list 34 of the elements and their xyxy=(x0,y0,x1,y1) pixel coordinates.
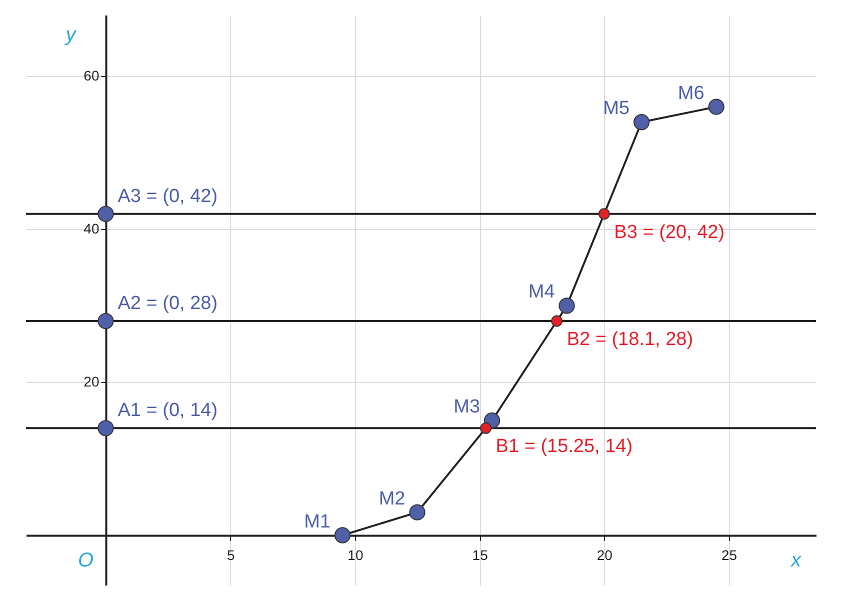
point xyxy=(633,114,650,130)
point xyxy=(98,206,114,222)
point xyxy=(558,298,575,314)
point xyxy=(334,527,351,544)
x-tick-label: 20 xyxy=(596,546,613,563)
annotation: M2 xyxy=(378,488,406,510)
annotation: M6 xyxy=(678,82,704,104)
annotation: M1 xyxy=(304,511,330,532)
x-tick-label: 15 xyxy=(472,546,488,563)
annotation: M3 xyxy=(454,396,480,418)
point xyxy=(551,315,563,327)
annotation: B1 = (15.25, 14) xyxy=(496,436,633,458)
annotation: A1 = (0, 14) xyxy=(118,400,218,422)
y-axis-title: y xyxy=(64,24,77,46)
y-tick-label: 60 xyxy=(84,68,100,84)
point xyxy=(98,312,114,330)
annotation: O xyxy=(78,549,94,572)
annotation: B2 = (18.1, 28) xyxy=(566,329,694,350)
y-tick-label: 20 xyxy=(84,374,100,390)
point xyxy=(708,98,724,115)
annotation: A3 = (0, 42) xyxy=(118,186,218,207)
point xyxy=(598,208,610,220)
x-tick-label: 5 xyxy=(226,546,235,563)
annotation: M5 xyxy=(603,98,630,120)
x-tick-label: 25 xyxy=(721,546,738,563)
x-tick-label: 10 xyxy=(348,546,364,563)
annotation: B3 = (20, 42) xyxy=(614,222,725,243)
point xyxy=(480,422,492,434)
annotation: A2 = (0, 28) xyxy=(118,293,218,314)
point xyxy=(409,504,426,520)
y-tick-label: 40 xyxy=(84,220,100,237)
point xyxy=(98,420,114,436)
annotation: M4 xyxy=(528,282,556,303)
x-axis-title: x xyxy=(790,549,802,572)
